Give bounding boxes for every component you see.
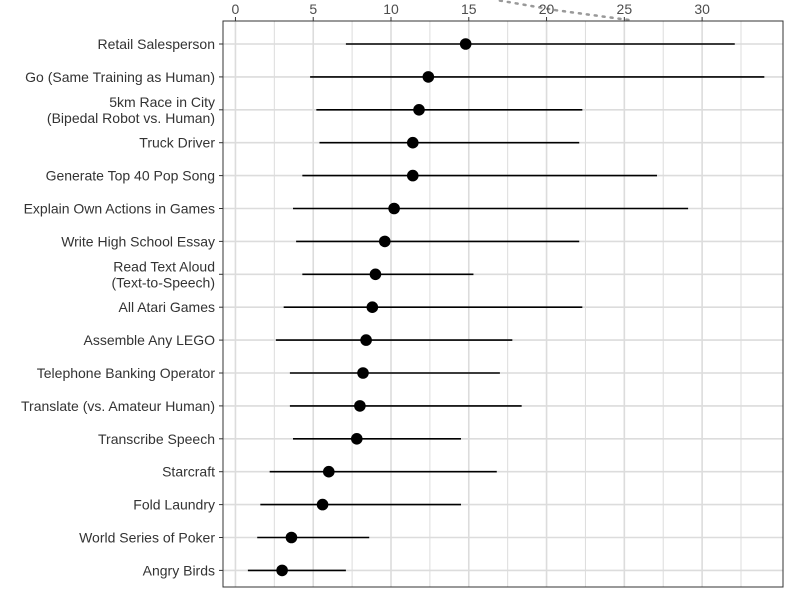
y-tick-label: All Atari Games [119, 299, 215, 315]
y-tick-label: Truck Driver [139, 135, 215, 151]
y-tick-label: Telephone Banking Operator [37, 365, 216, 381]
x-tick-label: 15 [461, 1, 477, 17]
y-tick-label: Write High School Essay [61, 233, 215, 249]
y-tick-label: Starcraft [162, 464, 215, 480]
estimate-point [378, 235, 391, 248]
y-tick-label-line: Generate Top 40 Pop Song [46, 168, 215, 184]
estimate-point [354, 400, 366, 412]
estimate-point [276, 564, 288, 577]
y-tick-label-line: Translate (vs. Amateur Human) [21, 398, 215, 414]
y-tick-label-line: 5km Race in City [109, 94, 215, 110]
y-tick-label: Go (Same Training as Human) [25, 69, 215, 85]
y-tick-label-line: All Atari Games [119, 299, 215, 315]
x-tick-label: 0 [232, 1, 240, 17]
x-tick-label: 10 [383, 1, 399, 17]
y-tick-label: Read Text Aloud (Text-to-Speech) [112, 258, 215, 290]
estimate-point [406, 169, 419, 182]
y-tick-label: Translate (vs. Amateur Human) [21, 398, 215, 414]
estimate-point [422, 71, 435, 83]
y-tick-label-line: Go (Same Training as Human) [25, 69, 215, 85]
estimate-point [413, 104, 425, 116]
y-tick-label: Retail Salesperson [97, 36, 215, 52]
y-tick-label: Assemble Any LEGO [83, 332, 215, 348]
y-tick-label-line: Angry Birds [143, 562, 215, 578]
y-tick-label: Explain Own Actions in Games [24, 201, 215, 217]
y-tick-label-line: (Text-to-Speech) [112, 274, 215, 290]
y-tick-label-line: World Series of Poker [79, 530, 215, 546]
y-tick-label: Transcribe Speech [98, 431, 215, 447]
x-tick-label: 30 [694, 1, 710, 17]
y-tick-label-line: Write High School Essay [61, 233, 215, 249]
y-tick-label-line: Transcribe Speech [98, 431, 215, 447]
x-tick-label: 20 [539, 1, 555, 17]
dotted-annotation-line [498, 0, 634, 22]
panel-border [222, 20, 784, 588]
y-tick-label-line: (Bipedal Robot vs. Human) [47, 110, 215, 126]
y-tick-label: Fold Laundry [133, 497, 215, 513]
y-tick-label: Angry Birds [143, 562, 215, 578]
grid [223, 21, 783, 587]
estimate-point [366, 301, 379, 314]
estimate-point [406, 136, 419, 149]
y-tick-label-line: Assemble Any LEGO [83, 332, 215, 348]
data-marks [247, 0, 765, 577]
estimate-point [459, 38, 472, 50]
estimate-point [357, 367, 369, 379]
y-tick-label: Generate Top 40 Pop Song [46, 168, 215, 184]
y-tick-label-line: Retail Salesperson [97, 36, 215, 52]
y-tick-label-line: Telephone Banking Operator [37, 365, 216, 381]
y-tick-label-line: Fold Laundry [133, 497, 215, 513]
estimate-point [369, 268, 382, 281]
y-tick-label: 5km Race in City (Bipedal Robot vs. Human… [47, 94, 215, 126]
y-tick-label: World Series of Poker [79, 530, 215, 546]
estimate-point [322, 465, 335, 478]
y-tick-label-line: Read Text Aloud [113, 258, 215, 274]
estimate-point [360, 334, 372, 346]
x-tick-label: 25 [617, 1, 633, 17]
x-tick-label: 5 [309, 1, 317, 17]
y-tick-label-line: Starcraft [162, 464, 215, 480]
estimate-point [285, 531, 298, 544]
y-tick-label-line: Explain Own Actions in Games [24, 201, 215, 217]
estimate-point [350, 433, 363, 445]
axes: 0 5 10 15 20 25 30 Retail Salesperson Go (Same T… [21, 1, 784, 588]
plot-panel [223, 21, 783, 587]
y-tick-label-line: Truck Driver [139, 135, 215, 151]
estimate-point [316, 498, 329, 511]
estimate-point [388, 202, 400, 215]
